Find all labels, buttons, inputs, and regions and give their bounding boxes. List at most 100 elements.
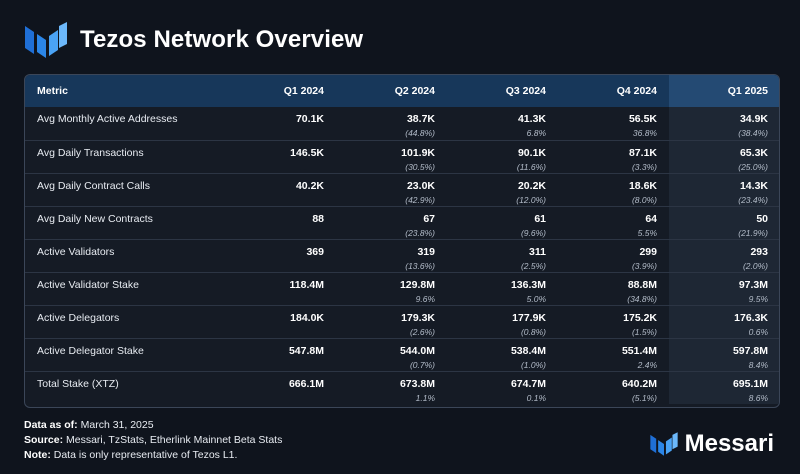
table-cell: 129.8M 9.6% <box>336 272 447 305</box>
cell-value: 18.6K <box>628 179 657 192</box>
table-cell: 176.3K 0.6% <box>669 305 779 338</box>
cell-change: (0.8%) <box>520 326 546 337</box>
cell-change: (25.0%) <box>738 161 768 172</box>
table-cell: 34.9K (38.4%) <box>669 107 779 140</box>
column-header-quarter: Q1 2024 <box>283 85 324 97</box>
cell-change: (38.4%) <box>738 128 768 138</box>
table-cell: 18.6K (8.0%) <box>558 173 669 206</box>
source-label: Source: <box>24 434 64 446</box>
table-cell: 101.9K (30.5%) <box>336 140 447 173</box>
cell-change: (5.1%) <box>631 392 657 403</box>
cell-value: 674.7M <box>510 377 546 390</box>
cell-value: 70.1K <box>295 113 324 125</box>
cell-value: 179.3K <box>401 311 435 324</box>
cell-change: (11.6%) <box>516 161 546 172</box>
table-row: Avg Monthly Active Addresses 70.1K 38.7K (4… <box>25 107 779 140</box>
cell-value: 175.2K <box>623 311 657 324</box>
metrics-table: Metric Q1 2024 Q2 2024 Q3 2024 Q4 2024 Q1 202… <box>25 75 779 404</box>
cell-value: 20.2K <box>517 179 546 192</box>
table-cell: 88 <box>225 206 336 239</box>
cell-change: (23.4%) <box>738 194 768 205</box>
table-row: Active Delegator Stake 547.8M 544.0M (0.7%)… <box>25 338 779 371</box>
table-cell: 666.1M <box>225 371 336 404</box>
cell-value: 88.8M <box>627 278 657 291</box>
table-cell: 14.3K (23.4%) <box>669 173 779 206</box>
table-cell: 177.9K (0.8%) <box>447 305 558 338</box>
column-header-quarter: Q3 2024 <box>505 85 546 97</box>
cell-value: 369 <box>306 245 324 258</box>
cell-value: 41.3K <box>517 113 546 125</box>
table-cell: 50 (21.9%) <box>669 206 779 239</box>
table-cell: 293 (2.0%) <box>669 239 779 272</box>
cell-change: (23.8%) <box>405 227 435 238</box>
cell-value: 547.8M <box>288 344 324 357</box>
table-cell: 41.3K 6.8% <box>447 107 558 140</box>
cell-change: (2.0%) <box>742 260 768 271</box>
cell-change: (2.6%) <box>409 326 435 337</box>
table-cell: 673.8M 1.1% <box>336 371 447 404</box>
cell-change: 2.4% <box>637 359 657 370</box>
metric-name: Active Delegators <box>37 311 120 324</box>
cell-value: 666.1M <box>288 377 324 390</box>
cell-value: 61 <box>534 212 546 225</box>
cell-change: (3.9%) <box>631 260 657 271</box>
cell-value: 118.4M <box>289 278 324 291</box>
table-cell: 311 (2.5%) <box>447 239 558 272</box>
table-cell: 597.8M 8.4% <box>669 338 779 371</box>
footer-notes: Data as of: March 31, 2025 Source: Messa… <box>24 418 282 463</box>
table-row: Avg Daily Transactions 146.5K 101.9K (30.5%… <box>25 140 779 173</box>
table-cell: 56.5K 36.8% <box>558 107 669 140</box>
cell-change: 1.1% <box>415 392 435 403</box>
table-row: Active Validators 369 319 (13.6%) 311 (2.5%) 2… <box>25 239 779 272</box>
table-row: Avg Daily New Contracts 88 67 (23.8%) 61 (9.6… <box>25 206 779 239</box>
cell-value: 293 <box>750 245 768 258</box>
table-cell: 87.1K (3.3%) <box>558 140 669 173</box>
table-cell: 90.1K (11.6%) <box>447 140 558 173</box>
table-header-row: Metric Q1 2024 Q2 2024 Q3 2024 Q4 2024 Q1 202… <box>25 75 779 107</box>
cell-value: 176.3K <box>734 311 768 324</box>
table-cell: 551.4M 2.4% <box>558 338 669 371</box>
table-cell: 538.4M (1.0%) <box>447 338 558 371</box>
cell-change: 9.6% <box>415 293 435 304</box>
cell-change: (12.0%) <box>516 194 546 205</box>
cell-value: 551.4M <box>621 344 657 357</box>
cell-change: 8.6% <box>748 392 768 403</box>
cell-change: (21.9%) <box>738 227 768 238</box>
cell-change: 8.4% <box>748 359 768 370</box>
cell-value: 40.2K <box>295 179 324 192</box>
cell-value: 90.1K <box>517 146 546 159</box>
table-cell: 136.3M 5.0% <box>447 272 558 305</box>
cell-value: 311 <box>529 245 546 258</box>
metric-name: Avg Monthly Active Addresses <box>37 113 178 125</box>
cell-value: 695.1M <box>732 377 768 390</box>
cell-change: (42.9%) <box>405 194 435 205</box>
table-cell: 97.3M 9.5% <box>669 272 779 305</box>
table-cell: 299 (3.9%) <box>558 239 669 272</box>
cell-change: (3.3%) <box>631 161 657 172</box>
cell-value: 544.0M <box>399 344 435 357</box>
cell-value: 14.3K <box>739 179 768 192</box>
cell-change: 36.8% <box>632 128 657 138</box>
data-as-of: Data as of: March 31, 2025 <box>24 418 282 433</box>
table-cell: 88.8M (34.8%) <box>558 272 669 305</box>
cell-change: (0.7%) <box>409 359 435 370</box>
table-cell: 640.2M (5.1%) <box>558 371 669 404</box>
cell-value: 23.0K <box>406 179 435 192</box>
metrics-table-container: Metric Q1 2024 Q2 2024 Q3 2024 Q4 2024 Q1 202… <box>24 74 780 408</box>
cell-change: (34.8%) <box>627 293 657 304</box>
data-as-of-label: Data as of: <box>24 419 78 431</box>
brand-mark: Messari <box>649 430 774 458</box>
table-cell: 70.1K <box>225 107 336 140</box>
cell-value: 177.9K <box>512 311 546 324</box>
table-cell: 319 (13.6%) <box>336 239 447 272</box>
metric-name: Avg Daily Contract Calls <box>37 179 151 192</box>
cell-value: 538.4M <box>510 344 546 357</box>
table-cell: 38.7K (44.8%) <box>336 107 447 140</box>
table-cell: 20.2K (12.0%) <box>447 173 558 206</box>
cell-value: 87.1K <box>628 146 657 159</box>
cell-value: 67 <box>423 212 435 225</box>
cell-value: 184.0K <box>290 311 324 324</box>
metric-name: Total Stake (XTZ) <box>37 377 119 390</box>
cell-change: (44.8%) <box>405 128 435 138</box>
cell-change: (1.5%) <box>631 326 657 337</box>
